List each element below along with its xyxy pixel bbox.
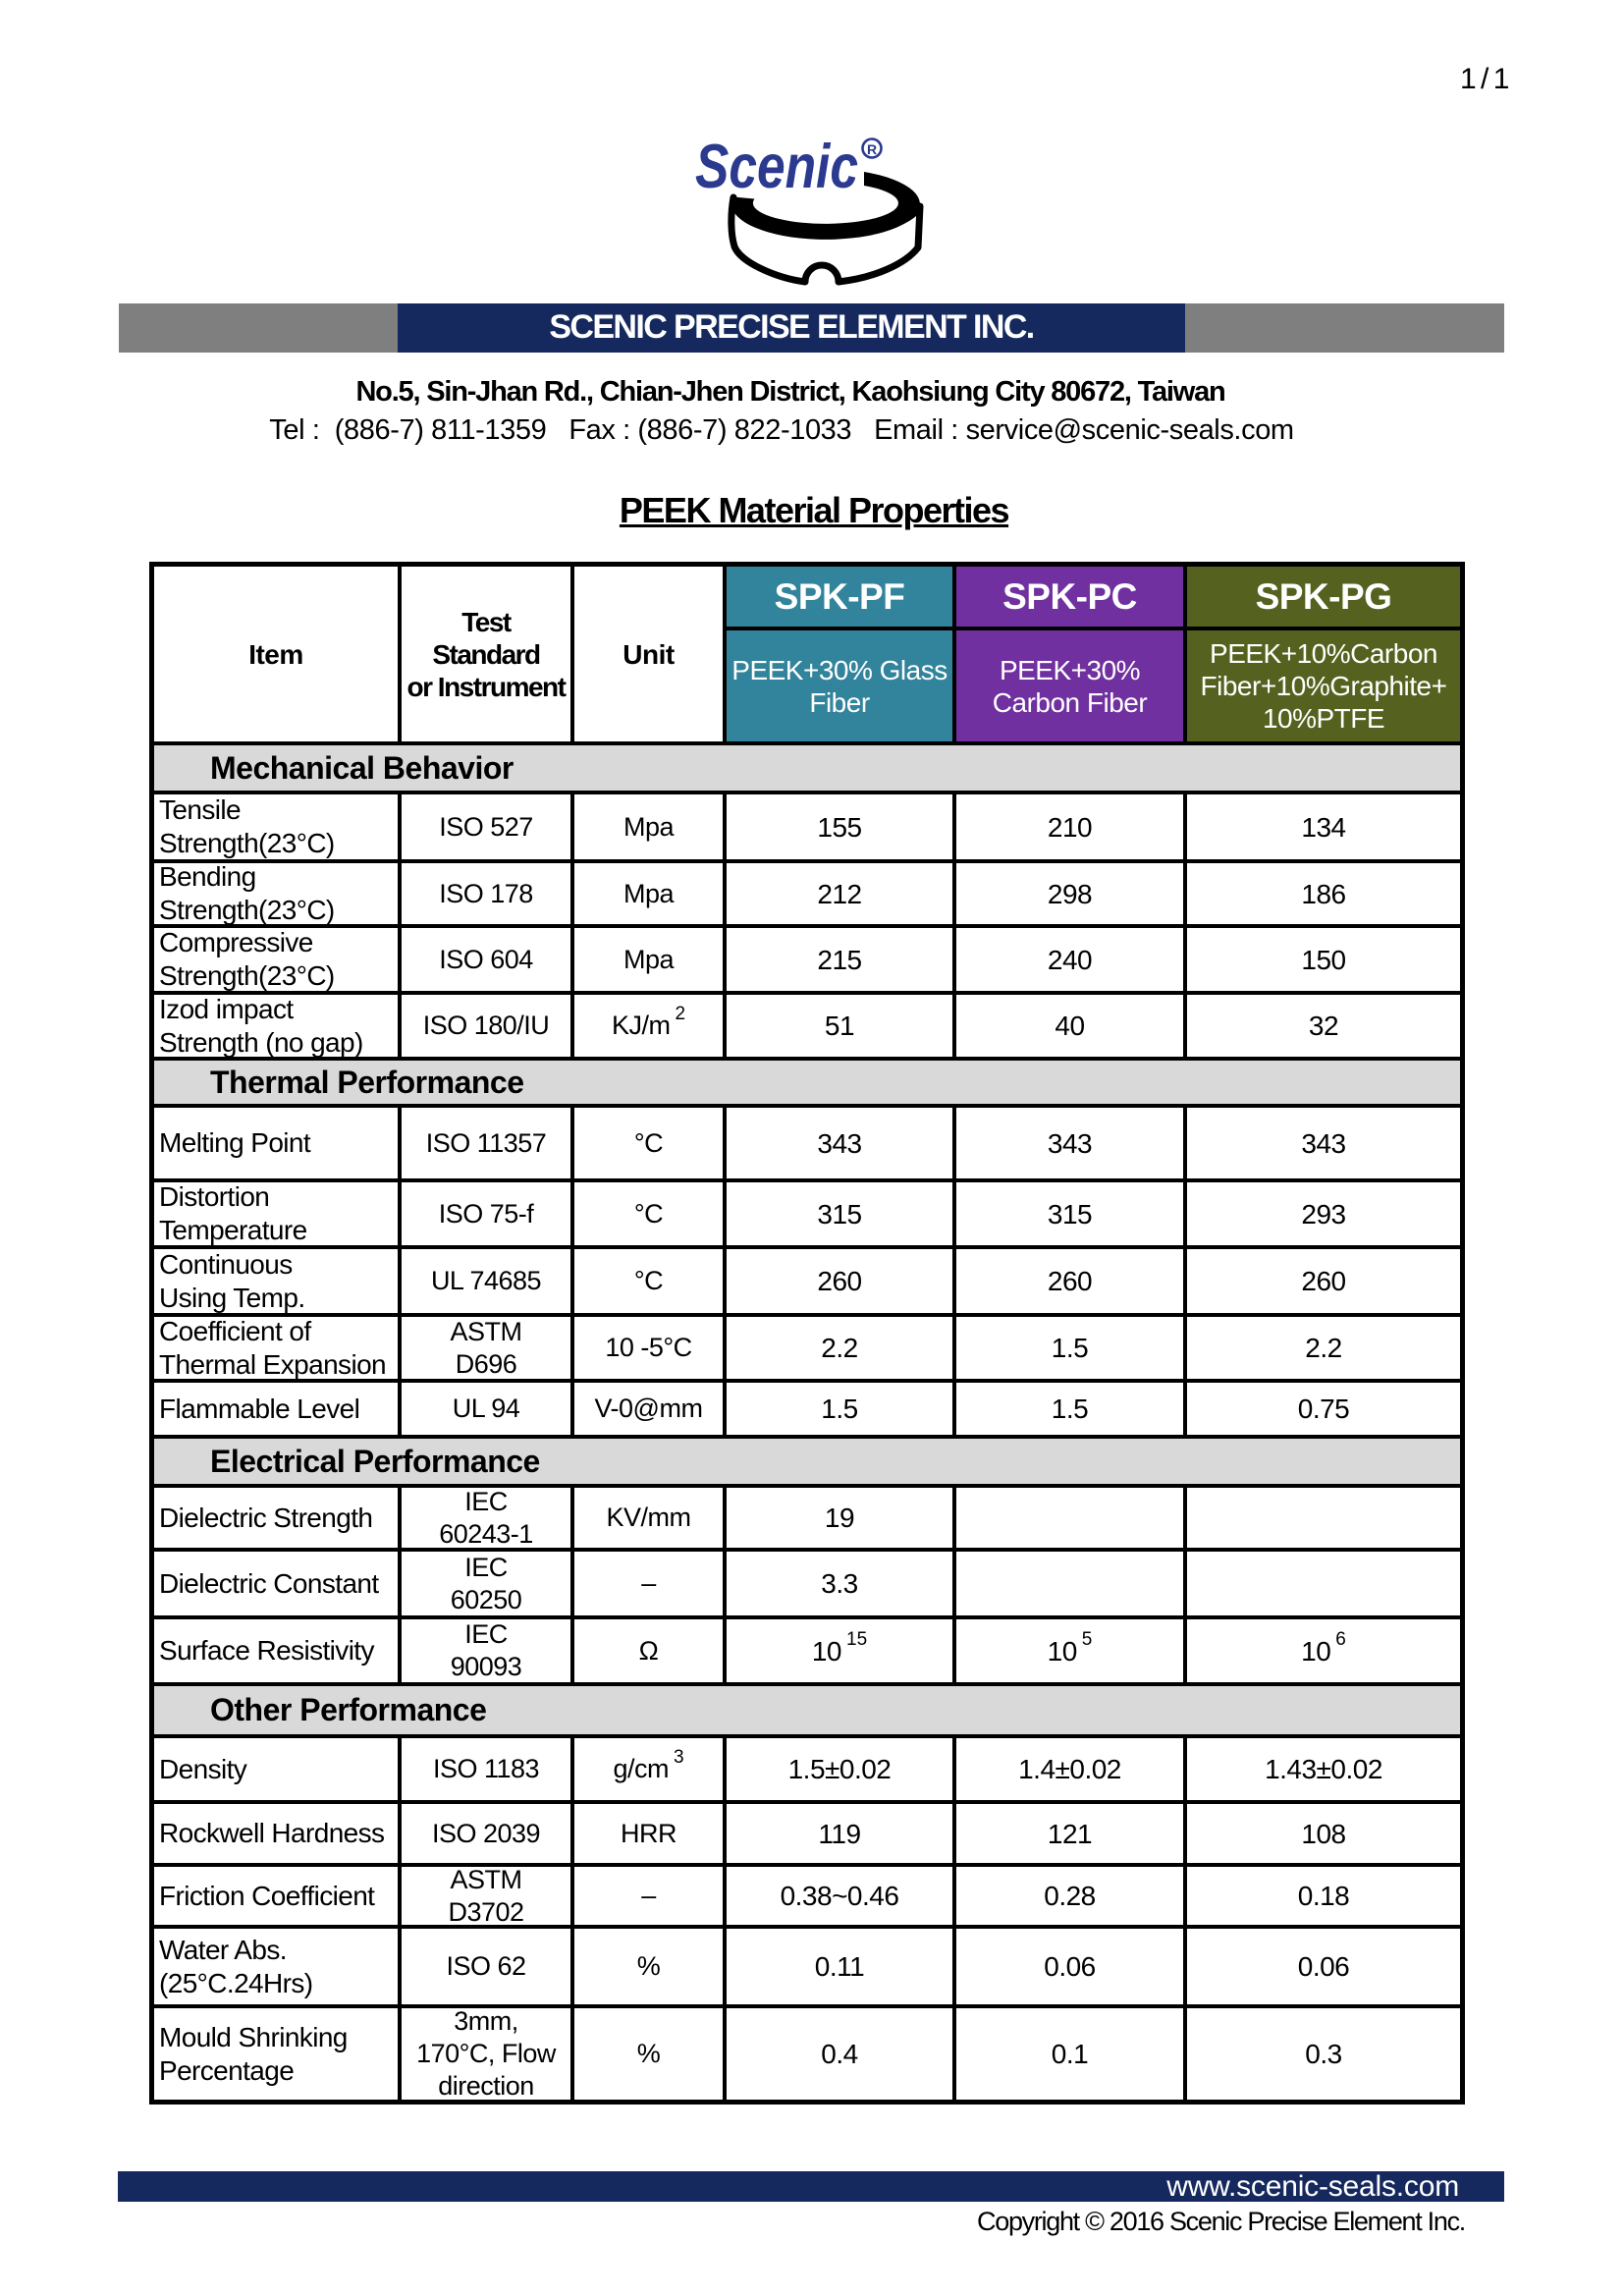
svg-text:Scenic: Scenic <box>695 133 858 201</box>
svg-text:R: R <box>867 141 877 157</box>
